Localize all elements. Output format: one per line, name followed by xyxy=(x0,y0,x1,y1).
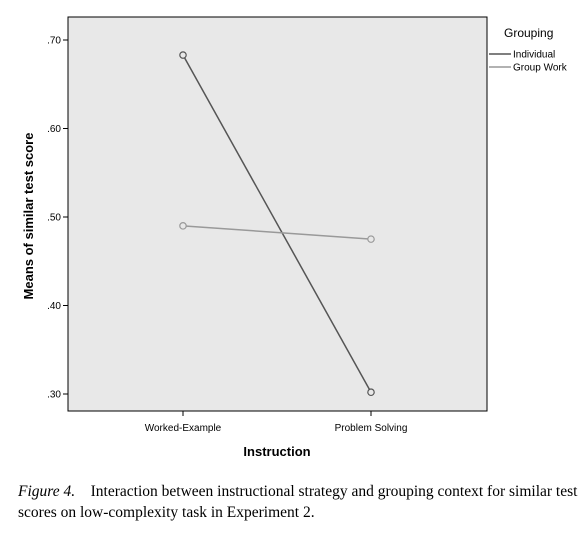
y-tick-label: .60 xyxy=(47,124,61,135)
legend: Individual Group Work xyxy=(489,50,568,74)
series-line xyxy=(182,54,372,393)
y-axis-ticks: .30 .40 .50 .60 .70 xyxy=(47,36,68,401)
y-axis-label: Means of similar test score xyxy=(21,133,36,300)
series-points xyxy=(179,51,375,397)
x-tick-label: Worked-Example xyxy=(145,423,222,434)
x-tick-label: Problem Solving xyxy=(335,423,408,434)
caption-label: Figure 4. xyxy=(18,483,76,500)
x-axis-label: Instruction xyxy=(243,444,310,459)
y-tick-label: .40 xyxy=(47,301,61,312)
legend-title: Grouping xyxy=(504,26,553,40)
figure-caption: Figure 4. Interaction between instructio… xyxy=(18,481,580,523)
data-point xyxy=(367,235,375,243)
x-axis-ticks: Worked-Example Problem Solving xyxy=(145,411,408,434)
series-line xyxy=(182,225,372,240)
y-tick-label: .70 xyxy=(47,36,61,47)
y-tick-label: .30 xyxy=(47,390,61,401)
data-point xyxy=(367,388,375,397)
data-point xyxy=(179,222,187,230)
legend-label: Group Work xyxy=(513,63,568,74)
plot-area xyxy=(67,16,488,412)
data-point xyxy=(179,51,187,59)
y-tick-label: .50 xyxy=(47,213,61,224)
caption-text: Interaction between instructional strate… xyxy=(18,483,578,521)
legend-label: Individual xyxy=(513,50,555,61)
series-lines xyxy=(182,54,372,393)
